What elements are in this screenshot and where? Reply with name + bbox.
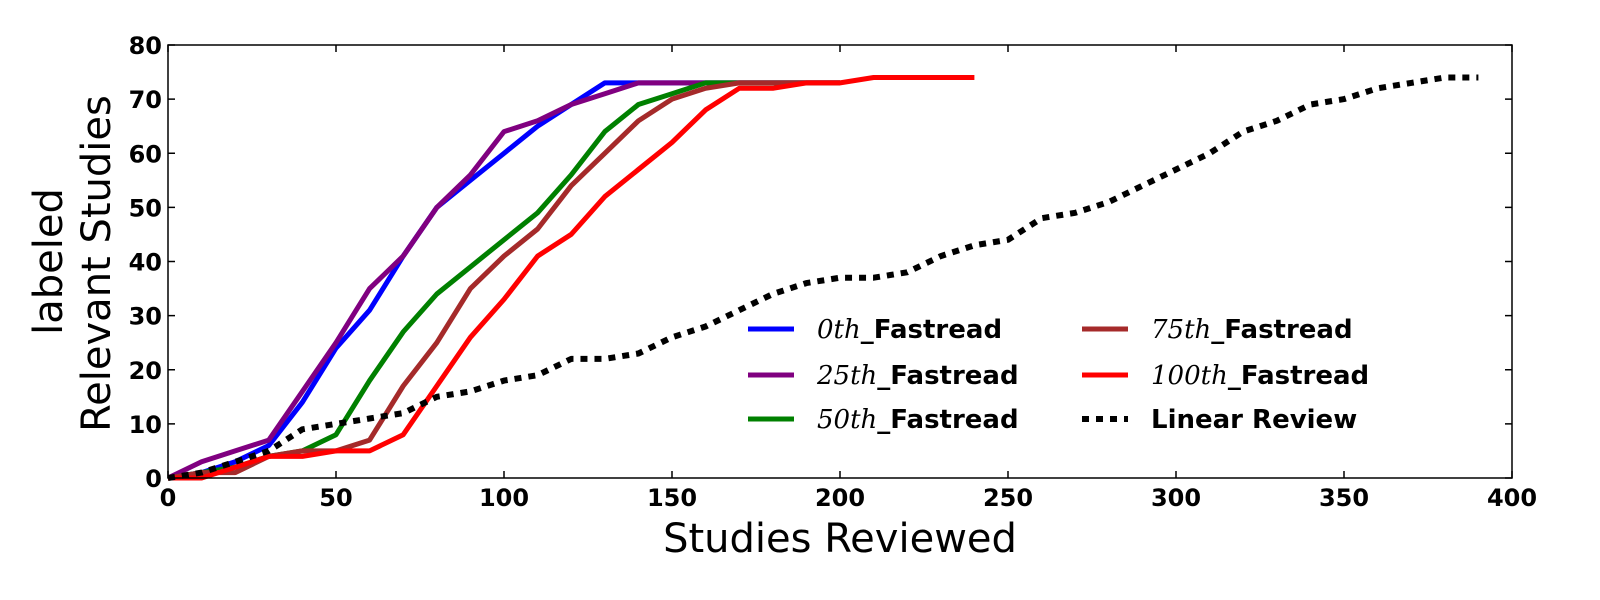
y-tick-label: 0 [145, 465, 162, 493]
legend-label-4: 100th_Fastread [1151, 361, 1369, 391]
y-axis: 0 10 20 30 40 50 60 70 80 [129, 32, 1512, 493]
series-line-4 [168, 75, 975, 481]
y-tick-label: 80 [129, 32, 162, 60]
series-line-2 [168, 80, 840, 481]
x-tick-label: 250 [983, 484, 1033, 512]
x-tick-label: 150 [647, 484, 697, 512]
legend-label-text: _Fastread [1228, 361, 1369, 391]
y-tick-label: 50 [129, 194, 162, 222]
y-tick-label: 30 [129, 303, 162, 331]
series-line-5 [168, 74, 1479, 481]
y-tick-label: 20 [129, 357, 162, 385]
legend-label-3: 75th_Fastread [1151, 315, 1353, 345]
legend-label-text: _Fastread [861, 315, 1002, 345]
legend-label-text: _Fastread [877, 361, 1018, 391]
x-axis-title: Studies Reviewed [663, 516, 1017, 562]
legend-label-math: 25th [816, 361, 877, 391]
series-line-1 [168, 80, 840, 481]
x-tick-label: 50 [319, 484, 352, 512]
x-tick-label: 350 [1319, 484, 1369, 512]
x-tick-label: 0 [160, 484, 177, 512]
x-tick-label: 100 [479, 484, 529, 512]
legend-label-text: Linear Review [1151, 405, 1357, 435]
y-tick-label: 10 [129, 411, 162, 439]
x-axis: 0 50 100 150 200 250 300 350 400 [160, 45, 1537, 512]
legend-label-math: 100th [1151, 361, 1228, 391]
legend-label-1: 25th_Fastread [816, 361, 1019, 391]
legend-label-math: 0th [817, 315, 861, 345]
series-line-0 [168, 80, 840, 481]
y-tick-label: 40 [129, 249, 162, 277]
y-axis-title-line-2: Relevant Studies [74, 95, 120, 432]
y-axis-title-line-1: labeled [26, 188, 72, 335]
series-line-3 [168, 80, 840, 481]
legend-label-math: 75th [1151, 315, 1211, 345]
legend-label-text: _Fastread [877, 405, 1018, 435]
y-tick-label: 70 [129, 86, 162, 114]
legend-label-5: Linear Review [1151, 405, 1357, 435]
legend-label-text: _Fastread [1211, 315, 1352, 345]
legend-label-0: 0th_Fastread [817, 315, 1002, 345]
legend: 0th_Fastread25th_Fastread50th_Fastread75… [748, 315, 1369, 435]
legend-label-2: 50th_Fastread [817, 405, 1019, 435]
legend-label-math: 50th [817, 405, 877, 435]
y-tick-label: 60 [129, 140, 162, 168]
x-tick-label: 400 [1487, 484, 1537, 512]
series-layer [168, 74, 1479, 481]
x-tick-label: 200 [815, 484, 865, 512]
x-tick-label: 300 [1151, 484, 1201, 512]
